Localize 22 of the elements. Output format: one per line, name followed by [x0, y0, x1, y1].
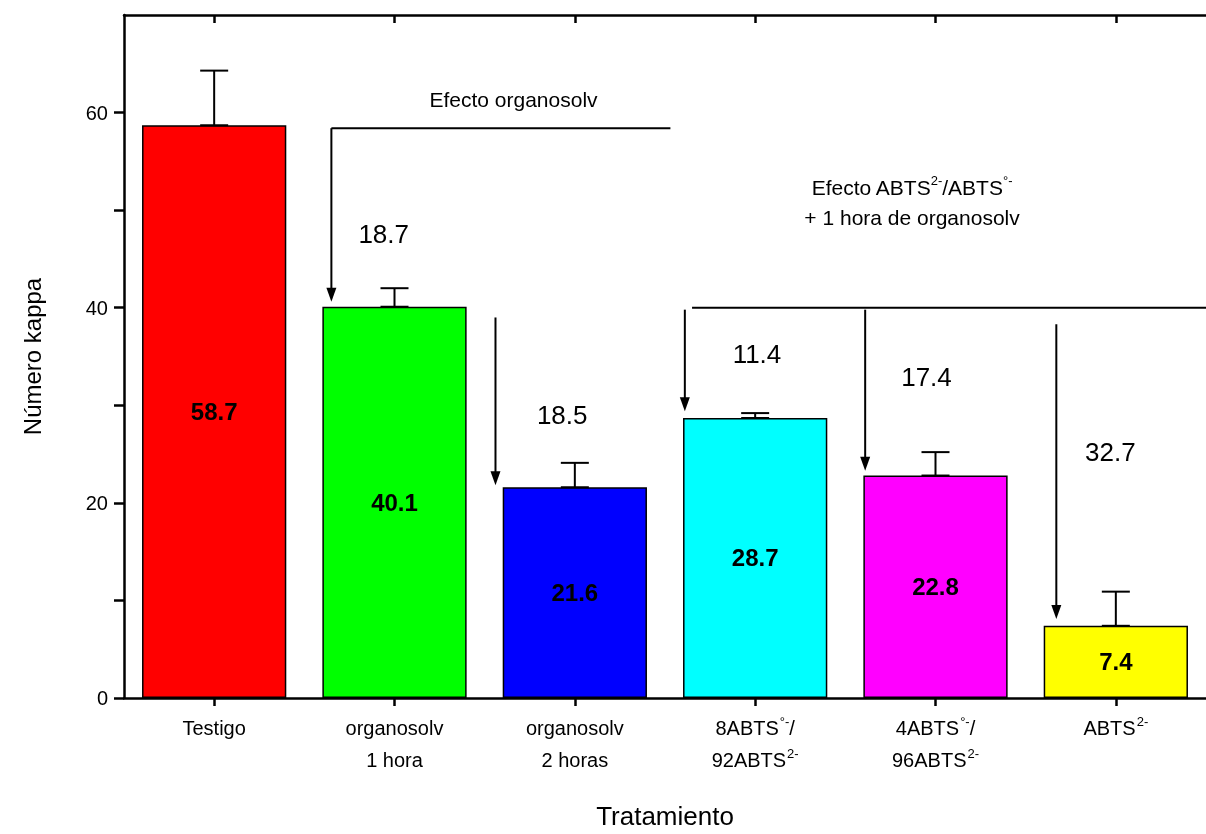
annotation: 32.7 — [1085, 436, 1136, 467]
annotation: Efecto organosolv — [429, 87, 599, 111]
x-axis-title: Tratamiento — [596, 801, 734, 831]
y-axis-title: Número kappa — [18, 277, 46, 436]
x-tick-label: organosolv 1 hora — [345, 717, 444, 771]
annotation: 18.5 — [536, 399, 588, 430]
x-tick-label: organosolv 2 horas — [525, 717, 624, 771]
y-tick-label: 20 — [85, 491, 108, 514]
data-label: 40.1 — [371, 488, 418, 516]
data-label: 28.7 — [731, 544, 779, 572]
annotation: 17.4 — [901, 361, 952, 392]
y-tick-label: 60 — [85, 101, 108, 124]
annotation: 18.7 — [358, 218, 409, 249]
data-label: 7.4 — [1099, 648, 1134, 676]
data-label: 22.8 — [912, 573, 959, 601]
y-tick-label: 0 — [96, 687, 108, 709]
data-label: 58.7 — [190, 398, 238, 426]
data-label: 21.6 — [551, 579, 599, 607]
text: Efecto ABTS$^{2-}$/ABTS$^{°-}$ + 1 hora de organosolv — [804, 172, 1020, 229]
x-tick-label: Testigo — [182, 717, 246, 739]
y-tick-label: 40 — [85, 296, 108, 319]
annotation: 11.4 — [732, 338, 782, 369]
